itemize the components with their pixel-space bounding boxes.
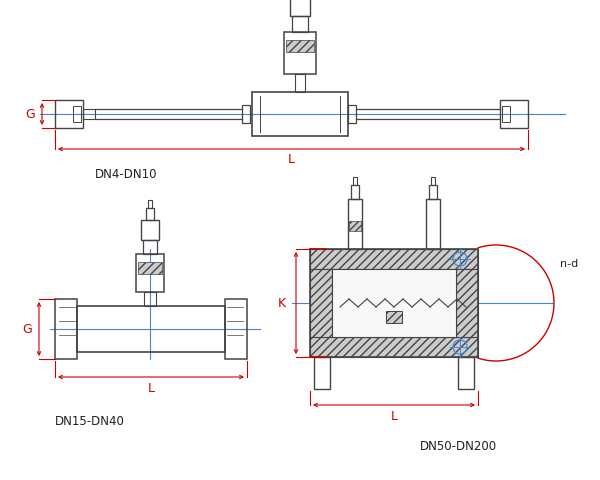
Bar bbox=[310, 250, 478, 357]
Bar bbox=[431, 178, 435, 186]
Bar bbox=[138, 263, 162, 275]
Bar bbox=[314, 357, 330, 389]
Text: DN4-DN10: DN4-DN10 bbox=[95, 168, 157, 180]
Bar bbox=[426, 200, 440, 250]
Bar bbox=[349, 222, 361, 231]
Bar bbox=[351, 186, 359, 200]
Bar bbox=[136, 254, 164, 292]
Bar bbox=[386, 312, 402, 324]
Bar bbox=[429, 186, 437, 200]
Bar bbox=[77, 306, 225, 352]
Bar bbox=[332, 269, 456, 337]
Bar bbox=[348, 200, 362, 250]
Text: n-d: n-d bbox=[560, 258, 578, 268]
Bar bbox=[144, 292, 156, 306]
Text: L: L bbox=[288, 153, 295, 166]
Bar bbox=[148, 201, 152, 209]
Bar bbox=[290, 0, 310, 17]
Bar bbox=[310, 269, 332, 337]
Bar bbox=[143, 240, 157, 254]
Bar bbox=[252, 93, 348, 137]
Text: DN50-DN200: DN50-DN200 bbox=[420, 439, 497, 452]
Text: L: L bbox=[148, 382, 155, 395]
Bar bbox=[502, 107, 510, 123]
Bar bbox=[225, 300, 247, 359]
Text: DN15-DN40: DN15-DN40 bbox=[55, 414, 125, 427]
Bar bbox=[295, 75, 305, 93]
Bar bbox=[292, 17, 308, 33]
Bar bbox=[500, 101, 528, 129]
Text: G: G bbox=[25, 108, 35, 121]
Bar bbox=[242, 106, 250, 124]
Bar bbox=[348, 106, 356, 124]
Bar bbox=[310, 250, 478, 269]
Bar bbox=[55, 101, 83, 129]
Bar bbox=[284, 33, 316, 75]
Bar bbox=[456, 269, 478, 337]
Bar bbox=[83, 110, 95, 120]
Text: K: K bbox=[278, 297, 286, 310]
Bar bbox=[310, 337, 478, 357]
Bar bbox=[286, 41, 314, 53]
Text: G: G bbox=[22, 323, 32, 336]
Text: L: L bbox=[391, 409, 398, 422]
Bar bbox=[73, 107, 81, 123]
Bar bbox=[141, 220, 159, 240]
Bar bbox=[353, 178, 357, 186]
Bar bbox=[55, 300, 77, 359]
Bar bbox=[146, 209, 154, 220]
Bar bbox=[458, 357, 474, 389]
